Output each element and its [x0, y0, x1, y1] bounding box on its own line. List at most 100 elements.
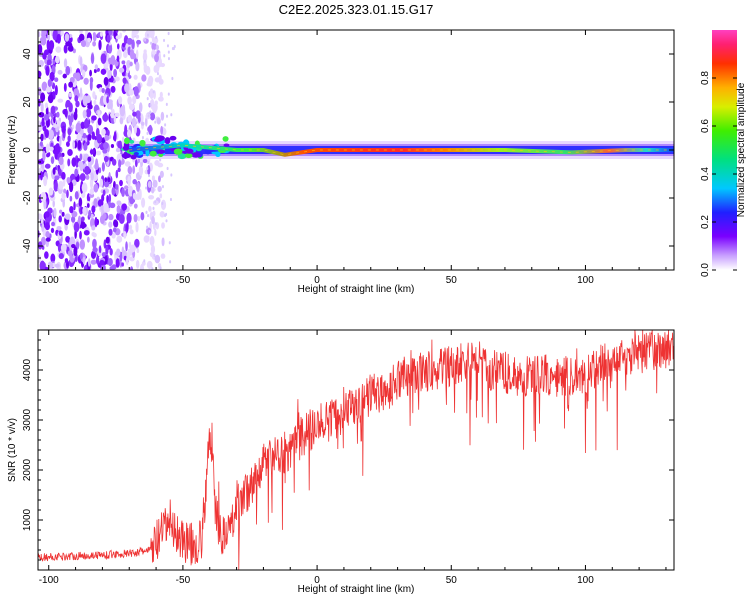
noise-blob	[159, 170, 164, 178]
noise-blob	[83, 77, 89, 85]
noise-blob	[91, 205, 96, 214]
noise-blob	[155, 35, 158, 40]
noise-blob	[58, 168, 62, 176]
noise-blob	[125, 256, 129, 266]
noise-blob	[135, 181, 141, 192]
noise-blob	[143, 259, 146, 263]
noise-blob	[142, 51, 148, 62]
noise-blob	[49, 146, 54, 152]
noise-blob	[107, 103, 111, 110]
noise-blob	[56, 33, 61, 44]
noise-blob	[145, 186, 148, 190]
ridge-blob	[155, 135, 165, 142]
noise-blob	[80, 121, 85, 130]
noise-blob	[119, 179, 123, 187]
y-tick-label: 1000	[22, 508, 33, 531]
noise-blob	[38, 31, 41, 38]
noise-blob	[54, 55, 60, 64]
noise-blob	[41, 117, 45, 127]
noise-blob	[123, 255, 127, 261]
noise-blob	[64, 258, 69, 264]
noise-blob	[80, 39, 87, 48]
noise-blob	[75, 100, 80, 108]
ridge-blob	[129, 139, 135, 144]
y-tick-label: 4000	[22, 358, 33, 381]
noise-blob	[52, 30, 58, 41]
noise-blob	[127, 185, 134, 197]
noise-blob	[103, 202, 109, 214]
noise-blob	[154, 53, 159, 63]
noise-blob	[135, 34, 140, 39]
colorbar-tick-label: 0.4	[700, 167, 711, 181]
y-tick-label: -20	[22, 190, 33, 205]
noise-blob	[65, 141, 70, 147]
noise-blob	[70, 216, 76, 223]
noise-blob	[92, 232, 97, 238]
noise-blob	[107, 43, 113, 54]
noise-blob	[102, 148, 108, 154]
noise-blob	[94, 161, 99, 171]
noise-blob	[73, 221, 80, 233]
noise-blob	[133, 203, 138, 209]
noise-blob	[149, 235, 155, 247]
noise-blob	[121, 203, 127, 211]
noise-blob	[161, 222, 165, 229]
noise-blob	[96, 255, 100, 265]
noise-blob	[126, 212, 132, 224]
noise-blob	[56, 225, 62, 231]
x-tick-label: 50	[446, 575, 458, 586]
noise-blob	[133, 86, 139, 97]
noise-blob	[135, 49, 139, 60]
noise-blob	[46, 119, 50, 128]
noise-blob	[98, 245, 102, 254]
noise-blob	[73, 246, 78, 257]
noise-blob	[77, 215, 82, 226]
noise-blob	[129, 49, 135, 60]
noise-blob	[164, 213, 167, 218]
noise-blob	[152, 206, 155, 210]
noise-blob	[154, 254, 161, 264]
noise-blob	[91, 115, 97, 121]
spectrogram-x-ticks: -100 -50 0 50 100	[39, 30, 667, 286]
noise-blob	[129, 61, 133, 67]
noise-blob	[159, 193, 163, 199]
noise-blob	[143, 59, 146, 63]
noise-blob	[128, 224, 133, 230]
colorbar-tick-label: 0.6	[700, 119, 711, 133]
noise-blob	[52, 59, 56, 65]
noise-blob	[105, 245, 109, 255]
noise-blob	[127, 114, 133, 123]
noise-blob	[116, 43, 120, 50]
noise-blob	[152, 210, 156, 217]
noise-blob	[44, 222, 50, 231]
noise-blob	[73, 88, 80, 97]
noise-blob	[147, 164, 151, 176]
noise-blob	[126, 221, 129, 232]
noise-blob	[146, 33, 149, 37]
noise-blob	[156, 117, 161, 125]
noise-blob	[67, 128, 72, 136]
noise-blob	[119, 260, 123, 268]
noise-blob	[146, 131, 149, 135]
noise-blob	[38, 70, 42, 78]
noise-blob	[47, 31, 50, 42]
noise-blob	[103, 142, 109, 150]
noise-blob	[99, 31, 104, 38]
noise-blob	[38, 98, 41, 107]
noise-blob	[140, 121, 145, 126]
noise-blob	[67, 135, 71, 143]
noise-blob	[132, 95, 137, 105]
x-tick-label: -50	[176, 275, 191, 286]
noise-blob	[71, 157, 77, 167]
noise-blob	[170, 173, 173, 177]
noise-blob	[54, 77, 59, 83]
x-tick-label: 50	[446, 275, 458, 286]
noise-blob	[62, 73, 67, 79]
noise-blob	[149, 88, 154, 100]
snr-y-label: SNR (10 * v/v)	[7, 418, 18, 482]
noise-blob	[40, 236, 46, 246]
noise-blob	[141, 136, 144, 140]
noise-blob	[89, 149, 95, 155]
